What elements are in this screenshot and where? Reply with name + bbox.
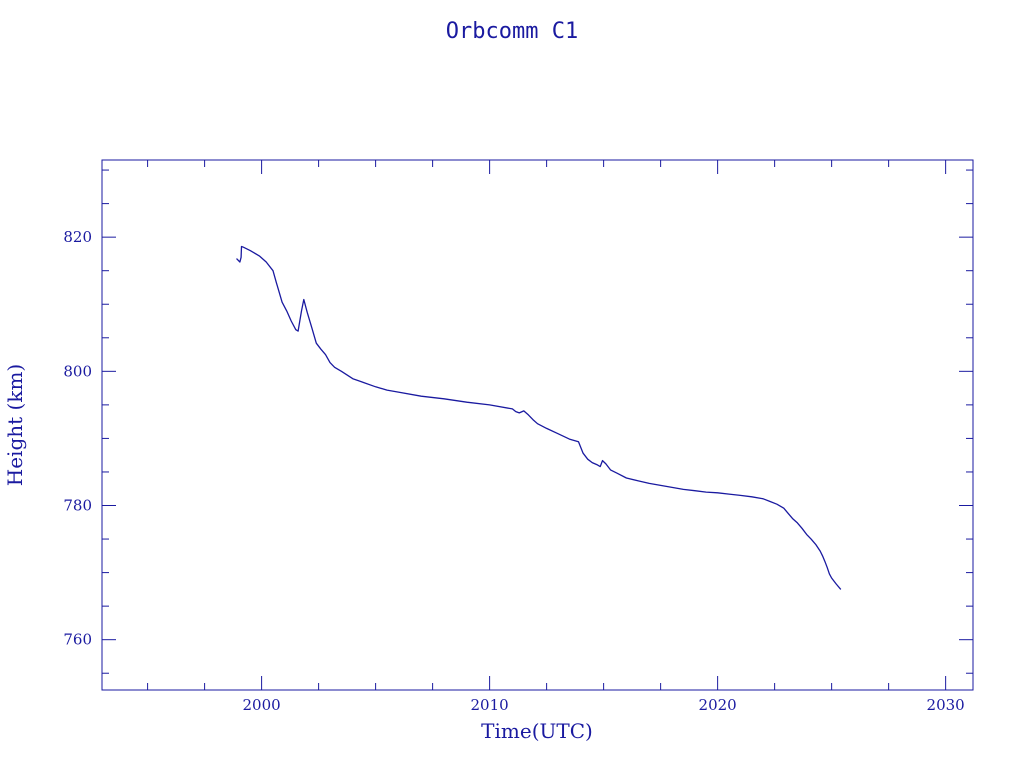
y-axis-label: Height (km) xyxy=(3,364,27,486)
chart-title: Orbcomm C1 xyxy=(446,19,578,44)
x-tick-label: 2020 xyxy=(699,696,737,714)
height-series-line xyxy=(236,245,842,590)
y-tick-label: 760 xyxy=(63,631,92,649)
x-tick-label: 2010 xyxy=(471,696,509,714)
x-tick-label: 2000 xyxy=(243,696,281,714)
plot-frame xyxy=(101,159,974,691)
y-tick-label: 800 xyxy=(63,362,92,380)
x-axis-label: Time(UTC) xyxy=(481,719,593,743)
tick-labels: 2000 2010 2020 2030 760 780 800 820 xyxy=(63,228,964,714)
y-tick-label: 780 xyxy=(63,497,92,515)
y-tick-label: 820 xyxy=(63,228,92,246)
axis-ticks xyxy=(102,160,973,690)
x-tick-label: 2030 xyxy=(927,696,965,714)
